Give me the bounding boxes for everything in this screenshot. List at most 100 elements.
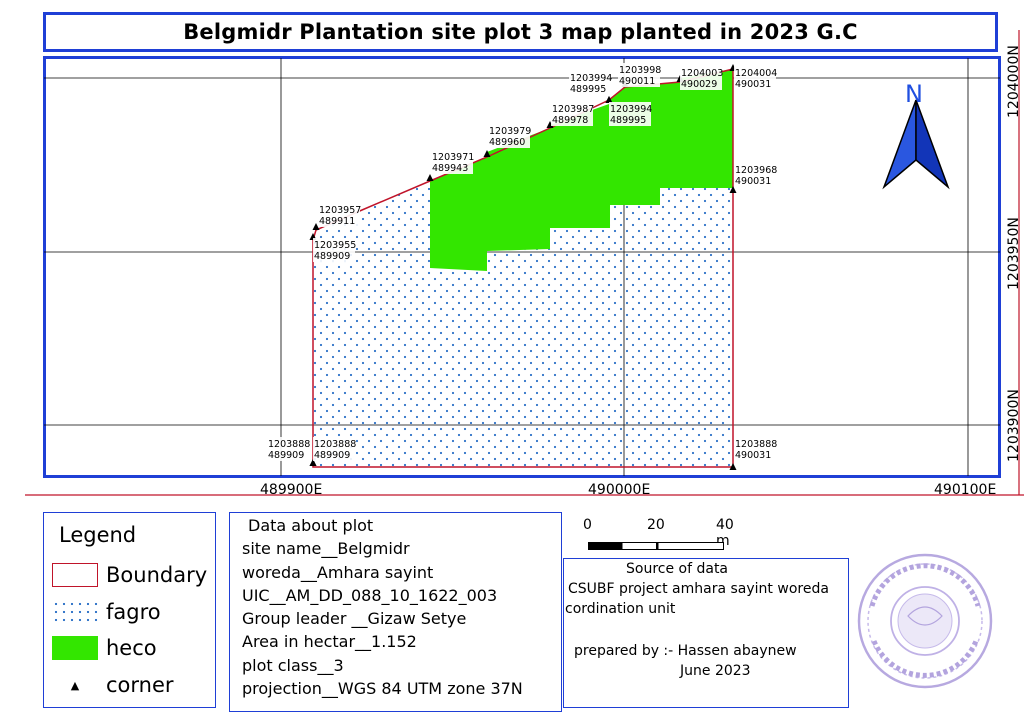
heco-area	[430, 69, 733, 271]
corner-easting: 489978	[552, 115, 588, 126]
map-frame	[43, 56, 1001, 478]
corner-northing: 1203888	[735, 439, 777, 450]
scale-label-20: 20	[647, 517, 665, 533]
corner-northing: 1203957	[319, 205, 361, 216]
corner-label-bg	[313, 238, 355, 262]
y-tick-1204000: 1204000N	[1006, 45, 1022, 118]
heco-swatch	[52, 636, 98, 660]
corner-easting: 490031	[735, 450, 771, 461]
corner-label-bg	[734, 66, 776, 90]
corner-marker	[729, 186, 737, 193]
x-tick-490100: 490100E	[934, 482, 996, 498]
corner-label-bg	[318, 203, 360, 227]
corner-markers	[309, 64, 737, 470]
corner-northing: 1203888	[314, 439, 356, 450]
fagro-area	[313, 181, 733, 467]
plot-info-heading: Data about plot	[248, 516, 374, 535]
source-line: prepared by :- Hassen abaynew	[574, 643, 797, 659]
corner-northing: 1203994	[570, 73, 612, 84]
corner-northing: 1204003	[681, 68, 723, 79]
corner-marker	[546, 121, 554, 128]
plot-info-line: site name__Belgmidr	[242, 539, 410, 558]
corner-marker	[483, 150, 491, 157]
corner-easting: 489943	[432, 163, 468, 174]
legend-label-heco: heco	[106, 636, 157, 660]
triangle-icon: ▲	[70, 678, 80, 692]
source-line: CSUBF project amhara sayint woreda	[568, 581, 829, 597]
legend-item-heco: heco	[52, 634, 157, 662]
corner-easting: 490011	[619, 76, 655, 87]
x-tick-489900: 489900E	[260, 482, 322, 498]
corner-easting: 489909	[268, 450, 304, 461]
map-title-box: Belgmidr Plantation site plot 3 map plan…	[43, 12, 998, 52]
corner-label-bg	[267, 437, 309, 461]
legend-label-fagro: fagro	[106, 600, 161, 624]
source-line: June 2023	[680, 663, 751, 679]
corner-easting: 490029	[681, 79, 717, 90]
source-line: Source of data	[626, 561, 729, 577]
north-label: N	[905, 80, 923, 108]
plot-info-box: Data about plot site name__Belgmidr wore…	[229, 512, 562, 712]
corner-easting: 489995	[610, 115, 646, 126]
legend-item-boundary: Boundary	[52, 561, 207, 589]
corner-northing: 1203994	[610, 104, 652, 115]
source-box: Source of data CSUBF project amhara sayi…	[563, 558, 849, 708]
corner-marker	[309, 459, 317, 466]
map-canvas: 1203888489909120388848990912039554899091…	[25, 30, 1024, 498]
corner-northing: 1203979	[489, 126, 531, 137]
corner-easting: 490031	[735, 176, 771, 187]
corner-marker	[605, 96, 613, 103]
corner-label-bg	[313, 437, 355, 461]
corner-marker	[426, 174, 434, 181]
y-tick-1203900: 1203900N	[1006, 389, 1022, 462]
legend-title: Legend	[59, 523, 137, 547]
plot-info-line: Group leader __Gizaw Setye	[242, 609, 467, 628]
corner-label-bg	[609, 102, 651, 126]
plot-info-line: UIC__AM_DD_088_10_1622_003	[242, 586, 498, 605]
corner-easting: 490031	[735, 79, 771, 90]
x-tick-490000: 490000E	[588, 482, 650, 498]
fagro-swatch	[52, 600, 98, 624]
corner-northing: 1203888	[268, 439, 310, 450]
corner-easting: 489995	[570, 84, 606, 95]
corner-swatch: ▲	[52, 673, 98, 697]
corner-labels: 1203888489909120388848990912039554899091…	[267, 63, 777, 461]
north-arrow-icon: N	[882, 80, 950, 190]
corner-label-bg	[680, 66, 722, 90]
corner-label-bg	[488, 124, 530, 148]
scale-bar: 0 20 40 m	[580, 515, 750, 555]
map-title: Belgmidr Plantation site plot 3 map plan…	[183, 20, 858, 44]
legend-label-corner: corner	[106, 673, 174, 697]
corner-northing: 1203987	[552, 104, 594, 115]
corner-label-bg	[569, 71, 611, 95]
corner-northing: 1204004	[735, 68, 777, 79]
corner-easting: 489909	[314, 251, 350, 262]
corner-easting: 489911	[319, 216, 355, 227]
plot-info-line: plot class__3	[242, 656, 344, 675]
corner-label-bg	[551, 102, 593, 126]
legend-label-boundary: Boundary	[106, 563, 208, 587]
corner-northing: 1203998	[619, 65, 661, 76]
corner-label-bg	[734, 163, 776, 187]
plot-info-line: projection__WGS 84 UTM zone 37N	[242, 679, 523, 698]
corner-easting: 489909	[314, 450, 350, 461]
plot-info-line: woreda__Amhara sayint	[242, 563, 434, 582]
boundary-swatch	[52, 563, 98, 587]
corner-northing: 1203968	[735, 165, 777, 176]
corner-label-bg	[618, 63, 660, 87]
official-seal-icon	[857, 553, 993, 689]
corner-northing: 1203971	[432, 152, 474, 163]
corner-label-bg	[734, 437, 776, 461]
plot-info-line: Area in hectar__1.152	[242, 632, 417, 651]
legend-box: Legend Boundary fagro heco ▲ corner	[43, 512, 216, 708]
corner-northing: 1203955	[314, 240, 356, 251]
corner-label-bg	[431, 150, 473, 174]
axis-lines	[25, 30, 1024, 496]
scale-bar-graphic	[588, 542, 724, 550]
scale-label-40: 40 m	[716, 517, 734, 549]
corner-marker	[312, 223, 320, 230]
legend-item-corner: ▲ corner	[52, 671, 174, 699]
scale-label-0: 0	[583, 517, 592, 533]
y-tick-1203950: 1203950N	[1006, 217, 1022, 290]
corner-easting: 489960	[489, 137, 525, 148]
